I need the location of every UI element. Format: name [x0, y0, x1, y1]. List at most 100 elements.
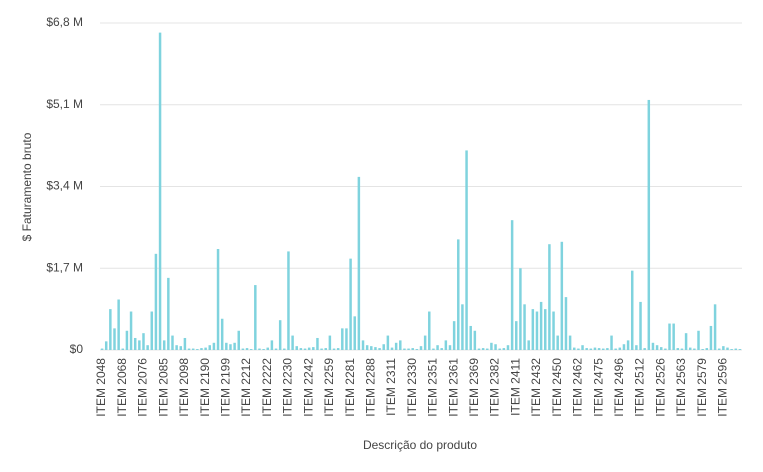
bar [316, 337, 319, 350]
bar [676, 348, 680, 350]
bar [386, 335, 390, 350]
bar [258, 348, 261, 350]
bar [659, 347, 663, 350]
bar [423, 335, 427, 350]
bar [365, 345, 369, 350]
x-tick-label: ITEM 2222 [260, 358, 274, 417]
bar [734, 348, 738, 350]
x-tick-label: ITEM 2361 [446, 358, 460, 417]
bar [254, 285, 257, 350]
x-tick-label: ITEM 2330 [405, 358, 419, 417]
bar [548, 244, 551, 350]
bar [117, 299, 120, 350]
bar [283, 348, 286, 350]
bar [510, 220, 514, 350]
x-tick-label: ITEM 2281 [343, 358, 357, 417]
bar [680, 348, 684, 350]
y-tick-label: $3,4 M [46, 179, 83, 193]
bar [341, 328, 344, 350]
y-tick-label: $6,8 M [46, 15, 83, 29]
bar [564, 297, 568, 350]
bar [270, 340, 274, 350]
bar [162, 340, 166, 350]
bar [432, 348, 435, 350]
bar [357, 176, 361, 350]
bar [212, 342, 216, 350]
bar [738, 349, 742, 350]
x-tick-label: ITEM 2230 [281, 358, 295, 417]
x-tick-label: ITEM 2098 [177, 358, 191, 417]
bar [154, 253, 158, 350]
bar [411, 348, 414, 350]
bar [535, 311, 539, 350]
bar [100, 348, 104, 350]
x-tick-label: ITEM 2512 [633, 358, 647, 417]
bar [726, 347, 729, 350]
bar [345, 328, 348, 350]
bar [581, 345, 584, 350]
bar [544, 309, 547, 350]
bar [668, 323, 671, 350]
bar [419, 346, 423, 350]
bar [312, 347, 315, 350]
bar [394, 342, 398, 350]
bar [158, 32, 162, 350]
y-axis-title: $ Faturamento bruto [20, 132, 34, 241]
bar [200, 348, 203, 350]
bar [539, 301, 543, 350]
bar [415, 349, 419, 350]
bar [651, 342, 655, 350]
bar [146, 345, 149, 350]
bar [378, 348, 381, 350]
bar [672, 323, 675, 350]
bar [606, 348, 609, 350]
bar [626, 340, 630, 350]
x-tick-label: ITEM 2259 [322, 358, 336, 417]
bar [233, 342, 236, 350]
x-tick-label: ITEM 2199 [219, 358, 233, 417]
x-tick-label: ITEM 2382 [488, 358, 502, 417]
x-tick-label: ITEM 2369 [467, 358, 481, 417]
bar [552, 311, 555, 350]
bar [403, 348, 406, 350]
bar [664, 348, 667, 350]
bar [527, 340, 530, 350]
bar [374, 347, 377, 350]
bar [407, 348, 410, 350]
bar [328, 335, 332, 350]
x-tick-label: ITEM 2351 [426, 358, 440, 417]
bar [307, 347, 311, 350]
bar [109, 309, 112, 350]
bar [461, 304, 464, 350]
bar [196, 349, 199, 350]
bar [643, 348, 646, 350]
bar [486, 348, 489, 350]
bar [610, 335, 613, 350]
bar [717, 348, 721, 350]
bar [183, 337, 187, 350]
bar [506, 345, 510, 350]
bar [618, 347, 622, 350]
bar [332, 348, 336, 350]
bar [133, 337, 137, 350]
bar [469, 325, 472, 350]
bar [241, 348, 245, 350]
bar [693, 348, 696, 350]
bar [560, 241, 564, 350]
bar [349, 258, 352, 350]
bar [568, 335, 572, 350]
bar [697, 330, 700, 350]
bar [577, 348, 580, 350]
bar [452, 321, 456, 350]
x-tick-label: ITEM 2579 [695, 358, 709, 417]
x-tick-label: ITEM 2076 [136, 358, 150, 417]
bar [635, 345, 638, 350]
bar [274, 348, 278, 350]
bar [225, 342, 228, 350]
bar [125, 330, 129, 350]
bar [299, 348, 303, 350]
bar [523, 304, 526, 350]
bar [220, 318, 224, 350]
bar [709, 325, 713, 350]
